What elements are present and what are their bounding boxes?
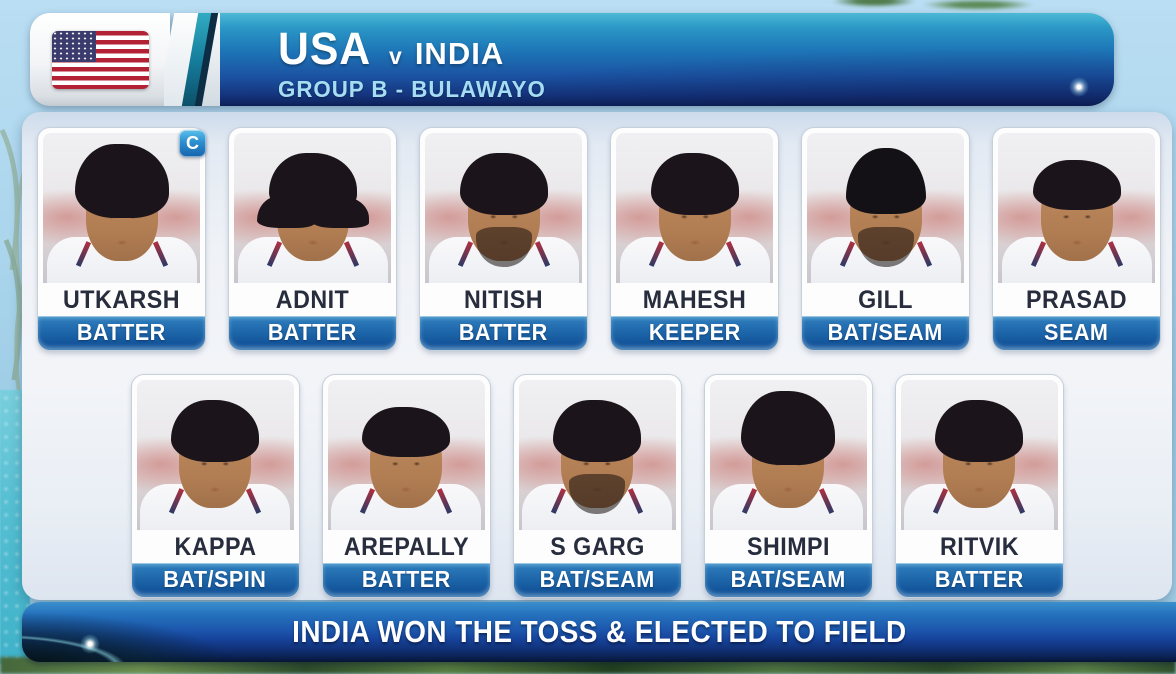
lineup-row-2: KAPPA BAT/SPIN AREPALLY BATTER S GARG BA… [22, 375, 1172, 597]
player-photo [518, 380, 676, 530]
header-stripe-decoration [164, 13, 228, 106]
player-name: PRASAD [1026, 286, 1127, 314]
player-name: SHIMPI [746, 533, 830, 561]
palm-leaves-decoration [796, 0, 1056, 12]
team1-name: USA [278, 23, 372, 74]
player-name: NITISH [463, 286, 543, 314]
player-card: KAPPA BAT/SPIN [131, 375, 299, 597]
player-role-bar: BAT/SEAM [513, 563, 681, 597]
player-card: AREPALLY BATTER [322, 375, 490, 597]
player-name: KAPPA [173, 533, 256, 561]
player-name: UTKARSH [63, 286, 180, 314]
player-card: ADNIT BATTER [229, 128, 396, 350]
player-card: NITISH BATTER [420, 128, 587, 350]
toss-result-text: INDIA WON THE TOSS & ELECTED TO FIELD [291, 614, 907, 649]
lineup-row-1: C UTKARSH BATTER ADNIT BATTER NITISH BAT… [22, 128, 1172, 350]
player-role-bar: BAT/SEAM [704, 563, 872, 597]
player-name: S GARG [549, 533, 645, 561]
player-card: MAHESH KEEPER [611, 128, 778, 350]
player-photo [43, 133, 200, 283]
player-photo [616, 133, 773, 283]
captain-badge: C [179, 130, 206, 157]
player-photo [709, 380, 867, 530]
player-card: RITVIK BATTER [895, 375, 1063, 597]
player-photo [425, 133, 582, 283]
player-role-bar: BATTER [895, 563, 1063, 597]
player-card: SHIMPI BAT/SEAM [704, 375, 872, 597]
player-name: MAHESH [642, 286, 747, 314]
player-role-bar: SEAM [993, 316, 1160, 350]
player-card: GILL BAT/SEAM [802, 128, 969, 350]
team2-name: INDIA [414, 36, 505, 71]
player-role-bar: BATTER [229, 316, 396, 350]
player-role-bar: BATTER [322, 563, 490, 597]
header-title-bar: USA v INDIA GROUP B - BULAWAYO [220, 13, 1114, 106]
player-role-bar: BATTER [38, 316, 205, 350]
team-lineup-panel: C UTKARSH BATTER ADNIT BATTER NITISH BAT… [22, 112, 1172, 600]
match-header: USA v INDIA GROUP B - BULAWAYO [30, 13, 1114, 106]
player-role-bar: BATTER [420, 316, 587, 350]
player-photo [998, 133, 1155, 283]
match-subtitle: GROUP B - BULAWAYO [278, 76, 546, 102]
player-card: S GARG BAT/SEAM [513, 375, 681, 597]
usa-flag-icon [51, 30, 149, 89]
player-name: RITVIK [939, 533, 1019, 561]
player-photo [807, 133, 964, 283]
player-role-bar: KEEPER [611, 316, 778, 350]
player-photo [234, 133, 391, 283]
team-flag-panel [30, 13, 170, 106]
player-name: AREPALLY [343, 533, 469, 561]
player-name: ADNIT [275, 286, 350, 314]
player-photo [136, 380, 294, 530]
player-card: C UTKARSH BATTER [38, 128, 206, 350]
player-photo [900, 380, 1058, 530]
player-name: GILL [858, 286, 913, 314]
player-card: PRASAD SEAM [993, 128, 1160, 350]
toss-result-banner: INDIA WON THE TOSS & ELECTED TO FIELD [22, 602, 1176, 662]
player-photo [327, 380, 485, 530]
player-role-bar: BAT/SEAM [802, 316, 969, 350]
player-role-bar: BAT/SPIN [131, 563, 299, 597]
versus-label: v [389, 43, 402, 69]
